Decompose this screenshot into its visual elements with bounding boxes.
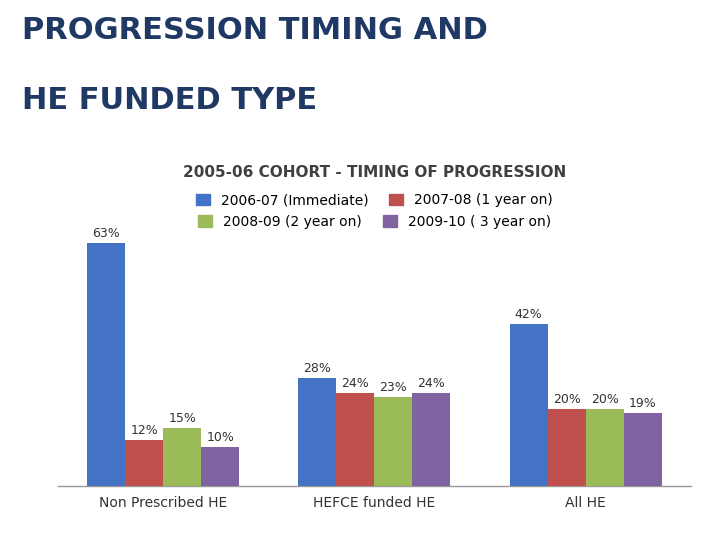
Text: 63%: 63% [92,227,120,240]
Text: 23%: 23% [379,381,408,394]
Text: 20%: 20% [553,393,580,406]
Text: PROGRESSION TIMING AND: PROGRESSION TIMING AND [22,16,487,45]
Bar [624,413,662,486]
Text: 24%: 24% [341,377,369,390]
Bar [510,324,548,486]
Text: 2005-06 COHORT - TIMING OF PROGRESSION: 2005-06 COHORT - TIMING OF PROGRESSION [183,165,566,180]
Bar [548,409,585,486]
Legend: 2006-07 (Immediate), 2007-08 (1 year on): 2006-07 (Immediate), 2007-08 (1 year on) [196,193,553,207]
Bar [413,394,451,486]
Bar [585,409,624,486]
Text: 28%: 28% [303,362,331,375]
Text: HE FUNDED TYPE: HE FUNDED TYPE [22,86,317,116]
Text: 10%: 10% [207,431,234,444]
Bar [374,397,413,486]
Legend: 2008-09 (2 year on), 2009-10 ( 3 year on): 2008-09 (2 year on), 2009-10 ( 3 year on… [198,215,551,229]
Text: 42%: 42% [515,308,542,321]
Bar [87,243,125,486]
Text: 19%: 19% [629,396,657,410]
Text: 20%: 20% [590,393,618,406]
Bar [163,428,201,486]
Bar [125,440,163,486]
Text: 12%: 12% [130,423,158,437]
Bar [201,448,239,486]
Bar [336,394,374,486]
Bar [298,378,336,486]
Text: 24%: 24% [418,377,445,390]
Text: 15%: 15% [168,412,196,425]
